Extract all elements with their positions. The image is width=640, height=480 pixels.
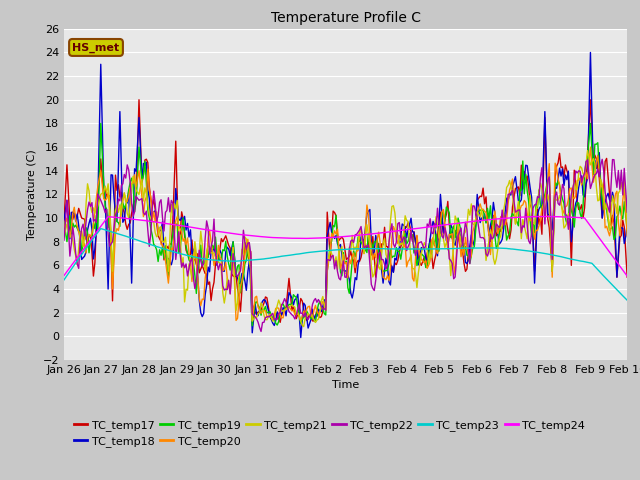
Line: TC_temp18: TC_temp18 xyxy=(64,52,627,337)
TC_temp22 xyxy=(463,226,471,232)
TC_temp22 xyxy=(97,197,104,203)
TC_temp17 xyxy=(548,268,556,274)
TC_temp24 xyxy=(461,219,469,225)
TC_temp18 xyxy=(79,255,87,261)
TC_temp17 xyxy=(60,219,68,225)
TC_temp20 xyxy=(623,233,631,239)
TC_temp17 xyxy=(79,216,87,221)
TC_temp19 xyxy=(248,323,256,329)
Text: HS_met: HS_met xyxy=(72,42,120,53)
TC_temp19 xyxy=(60,219,68,225)
TC_temp20 xyxy=(622,209,630,215)
TC_temp23 xyxy=(463,245,471,251)
Line: TC_temp21: TC_temp21 xyxy=(64,151,627,327)
TC_temp18 xyxy=(623,220,631,226)
Line: TC_temp19: TC_temp19 xyxy=(64,123,627,326)
TC_temp21 xyxy=(622,198,630,204)
TC_temp17 xyxy=(97,156,104,162)
TC_temp24 xyxy=(79,247,87,252)
TC_temp23 xyxy=(99,226,106,232)
TC_temp24 xyxy=(60,273,68,278)
TC_temp20 xyxy=(463,245,471,251)
TC_temp19 xyxy=(97,120,104,126)
TC_temp19 xyxy=(99,151,106,156)
TC_temp21 xyxy=(547,234,555,240)
TC_temp18 xyxy=(622,233,630,239)
TC_temp18 xyxy=(297,335,305,340)
TC_temp24 xyxy=(623,273,631,279)
TC_temp17 xyxy=(135,97,143,103)
TC_temp19 xyxy=(622,213,630,219)
TC_temp18 xyxy=(547,220,555,226)
TC_temp20 xyxy=(79,238,87,243)
TC_temp21 xyxy=(351,244,359,250)
TC_temp22 xyxy=(623,209,631,215)
TC_temp21 xyxy=(623,221,631,227)
X-axis label: Time: Time xyxy=(332,381,359,390)
TC_temp22 xyxy=(622,187,630,193)
TC_temp19 xyxy=(79,240,87,246)
TC_temp18 xyxy=(351,275,359,280)
TC_temp21 xyxy=(300,324,308,330)
TC_temp18 xyxy=(97,61,104,67)
TC_temp24 xyxy=(540,214,547,219)
Line: TC_temp22: TC_temp22 xyxy=(64,159,627,332)
TC_temp21 xyxy=(584,148,591,154)
TC_temp19 xyxy=(623,227,631,233)
TC_temp23 xyxy=(547,252,555,257)
TC_temp23 xyxy=(623,297,631,303)
TC_temp22 xyxy=(79,221,87,227)
TC_temp20 xyxy=(248,318,256,324)
TC_temp17 xyxy=(622,249,630,255)
TC_temp24 xyxy=(97,224,104,229)
TC_temp23 xyxy=(97,226,104,231)
Title: Temperature Profile C: Temperature Profile C xyxy=(271,11,420,25)
TC_temp17 xyxy=(353,260,360,265)
TC_temp22 xyxy=(598,156,606,162)
TC_temp24 xyxy=(620,269,628,275)
TC_temp24 xyxy=(547,214,555,219)
TC_temp17 xyxy=(465,249,472,254)
TC_temp21 xyxy=(463,223,471,229)
Legend: TC_temp17, TC_temp18, TC_temp19, TC_temp20, TC_temp21, TC_temp22, TC_temp23, TC_: TC_temp17, TC_temp18, TC_temp19, TC_temp… xyxy=(70,415,589,452)
TC_temp20 xyxy=(351,265,359,271)
TC_temp18 xyxy=(60,217,68,223)
TC_temp23 xyxy=(60,277,68,283)
Line: TC_temp23: TC_temp23 xyxy=(64,228,627,300)
TC_temp17 xyxy=(623,275,631,280)
Y-axis label: Temperature (C): Temperature (C) xyxy=(27,149,37,240)
TC_temp22 xyxy=(547,216,555,221)
TC_temp20 xyxy=(60,225,68,230)
TC_temp22 xyxy=(60,237,68,243)
TC_temp22 xyxy=(351,232,359,238)
TC_temp19 xyxy=(353,247,360,253)
TC_temp21 xyxy=(60,234,68,240)
Line: TC_temp17: TC_temp17 xyxy=(64,100,627,323)
TC_temp19 xyxy=(548,268,556,274)
TC_temp24 xyxy=(350,233,358,239)
Line: TC_temp20: TC_temp20 xyxy=(64,147,627,321)
TC_temp20 xyxy=(547,217,555,223)
TC_temp20 xyxy=(587,144,595,150)
TC_temp22 xyxy=(257,329,265,335)
TC_temp17 xyxy=(276,320,284,325)
TC_temp21 xyxy=(79,244,87,250)
TC_temp23 xyxy=(79,250,87,255)
TC_temp21 xyxy=(97,192,104,197)
TC_temp23 xyxy=(351,246,359,252)
TC_temp23 xyxy=(620,294,628,300)
TC_temp20 xyxy=(97,168,104,174)
TC_temp19 xyxy=(465,253,472,259)
Line: TC_temp24: TC_temp24 xyxy=(64,216,627,276)
TC_temp18 xyxy=(587,49,595,55)
TC_temp18 xyxy=(463,261,471,266)
